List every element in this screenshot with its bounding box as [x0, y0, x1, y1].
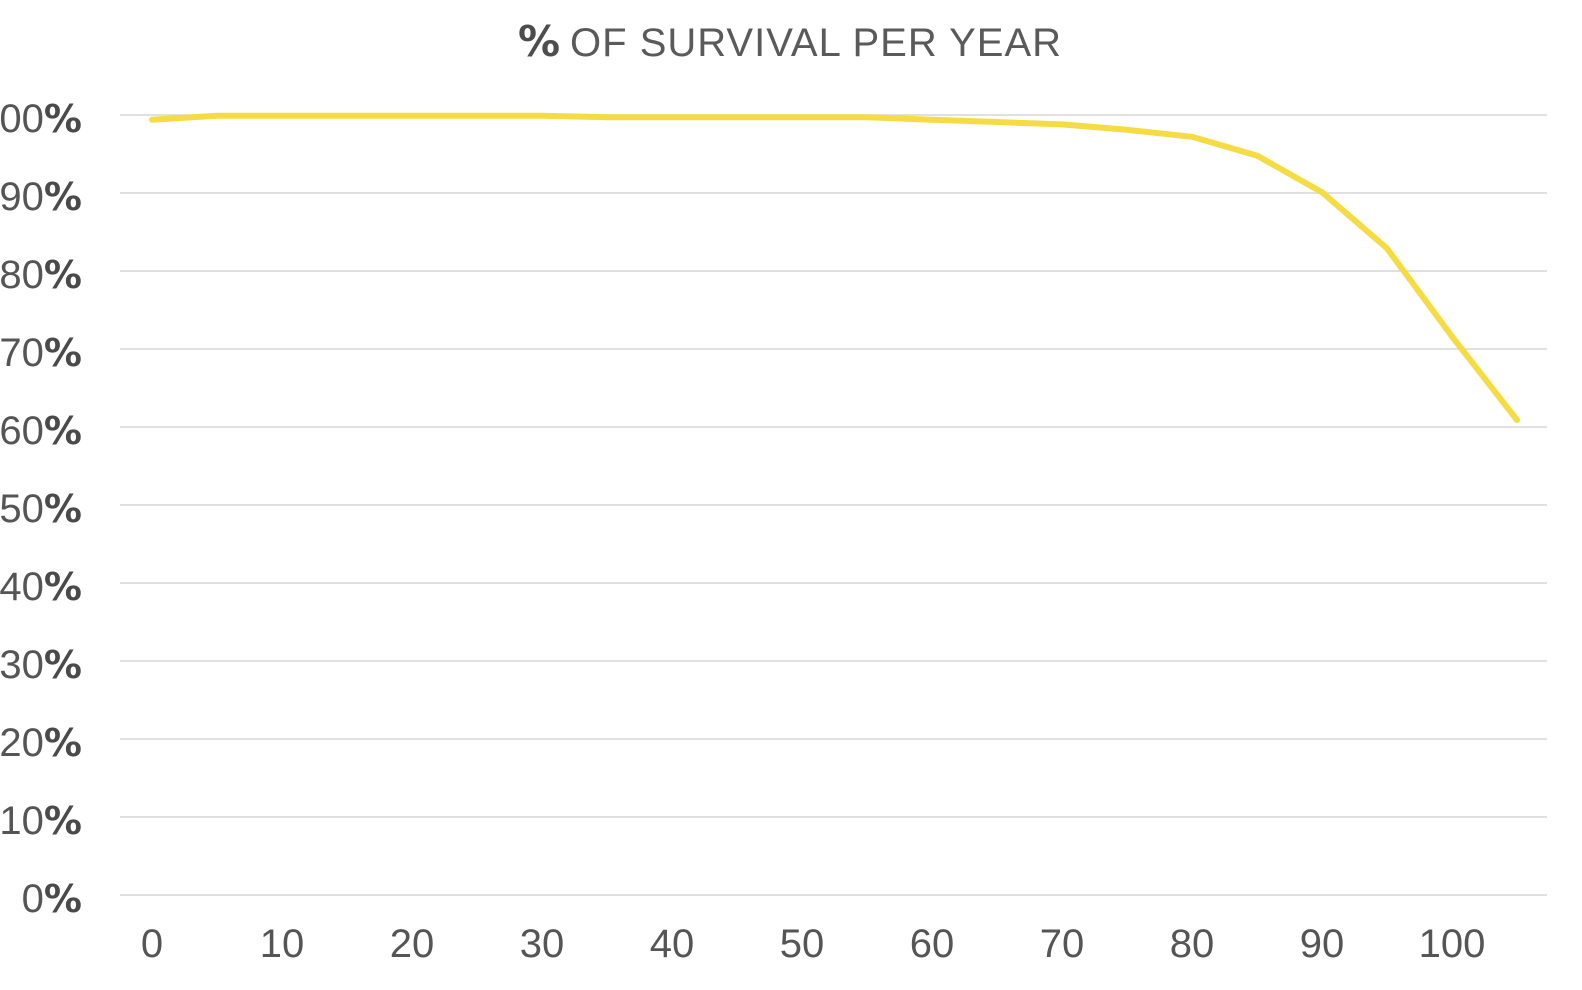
y-tick-label: 10%: [0, 799, 82, 843]
y-tick-percent: %: [44, 487, 82, 531]
y-tick-label: 90%: [0, 175, 82, 219]
y-tick-label: 30%: [0, 643, 82, 687]
gridlines: [120, 114, 1547, 896]
y-tick-label: 100%: [0, 97, 82, 141]
y-tick-number: 90: [0, 175, 44, 219]
y-tick-number: 0: [22, 877, 44, 921]
y-tick-percent: %: [44, 97, 82, 141]
y-tick-label: 0%: [22, 877, 82, 921]
chart-title-rest: OF SURVIVAL PER YEAR: [570, 21, 1062, 65]
x-axis-ticks: 0 10 20 30 40 50 60 70 80 90 100: [141, 922, 1486, 966]
chart-title-prefix: %: [518, 17, 560, 66]
y-tick-percent: %: [44, 565, 82, 609]
y-tick-number: 10: [0, 799, 44, 843]
x-tick-label: 90: [1300, 922, 1345, 966]
y-tick-number: 80: [0, 253, 44, 297]
x-tick-label: 20: [390, 922, 435, 966]
series-line-0: [149, 112, 1520, 423]
y-tick-number: 50: [0, 487, 44, 531]
y-tick-label: 60%: [0, 409, 82, 453]
y-tick-number: 40: [0, 565, 44, 609]
y-tick-percent: %: [44, 877, 82, 921]
series-group: [149, 112, 1520, 423]
x-tick-label: 0: [141, 922, 163, 966]
y-tick-label: 80%: [0, 253, 82, 297]
y-tick-number: 100: [0, 97, 44, 141]
x-tick-label: 10: [260, 922, 305, 966]
y-tick-number: 70: [0, 331, 44, 375]
y-tick-percent: %: [44, 643, 82, 687]
y-tick-label: 70%: [0, 331, 82, 375]
x-tick-label: 60: [910, 922, 955, 966]
y-tick-percent: %: [44, 331, 82, 375]
y-tick-number: 30: [0, 643, 44, 687]
y-axis-ticks: 0%10%20%30%40%50%60%70%80%90%100%: [0, 97, 82, 921]
y-tick-percent: %: [44, 253, 82, 297]
y-tick-label: 20%: [0, 721, 82, 765]
y-tick-label: 40%: [0, 565, 82, 609]
y-tick-number: 20: [0, 721, 44, 765]
y-tick-percent: %: [44, 721, 82, 765]
y-tick-number: 60: [0, 409, 44, 453]
x-tick-label: 40: [650, 922, 695, 966]
x-tick-label: 30: [520, 922, 565, 966]
chart-title: % OF SURVIVAL PER YEAR: [518, 17, 1062, 66]
y-tick-percent: %: [44, 175, 82, 219]
y-tick-percent: %: [44, 409, 82, 453]
x-tick-label: 50: [780, 922, 825, 966]
x-tick-label: 70: [1040, 922, 1085, 966]
x-tick-label: 100: [1419, 922, 1486, 966]
y-tick-label: 50%: [0, 487, 82, 531]
y-tick-percent: %: [44, 799, 82, 843]
x-tick-label: 80: [1170, 922, 1215, 966]
